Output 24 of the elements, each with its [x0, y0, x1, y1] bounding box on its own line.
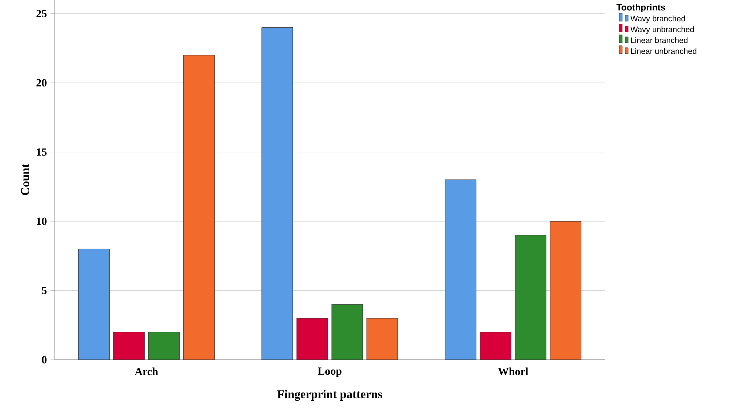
y-axis-title: Count [21, 164, 30, 196]
y-tick-label: 0 [42, 356, 47, 364]
bar [296, 318, 328, 360]
x-tick-label: Loop [318, 368, 342, 378]
bar [515, 235, 547, 360]
y-tick-label: 15 [37, 148, 47, 156]
bar [113, 332, 145, 360]
bar [332, 304, 364, 360]
bar [183, 55, 215, 360]
x-tick-label: Whorl [498, 368, 528, 376]
legend-title: Toothprints [616, 4, 666, 13]
y-tick-label: 25 [36, 10, 47, 18]
bar [445, 180, 477, 360]
bar [366, 318, 398, 360]
y-tick-label: 10 [37, 218, 47, 226]
x-axis-title: Fingerprint patterns [278, 390, 382, 402]
bar [550, 221, 582, 360]
bar [262, 27, 294, 360]
y-tick-label: 20 [36, 79, 47, 87]
y-tick-label: 5 [42, 287, 47, 294]
bar [148, 332, 180, 360]
x-tick-label: Arch [135, 368, 158, 376]
bar [480, 332, 512, 360]
bar [78, 248, 110, 360]
